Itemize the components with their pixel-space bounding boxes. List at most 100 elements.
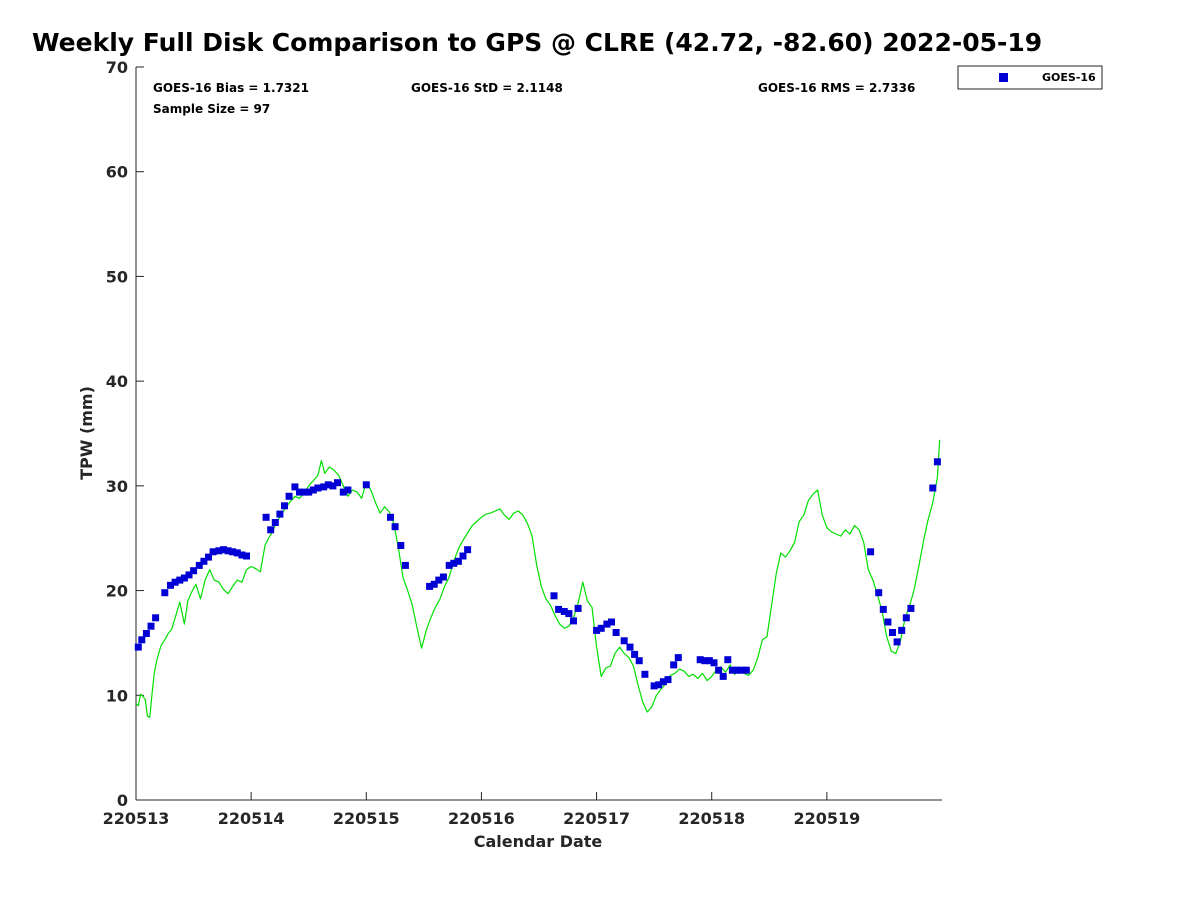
goes-point (401, 561, 409, 569)
goes-point (555, 605, 563, 613)
goes-point (445, 561, 453, 569)
x-ticks: 220513 220514 220515 220516 220517 220518 2205… (103, 792, 860, 828)
goes-point (205, 553, 212, 561)
goes-point (454, 557, 462, 565)
x-tick-label: 220516 (448, 809, 515, 828)
goes-point (276, 510, 284, 518)
chart-title: Weekly Full Disk Comparison to GPS @ CLR… (32, 28, 1043, 57)
y-tick-label: 0 (117, 791, 128, 810)
y-tick-label: 30 (106, 477, 128, 496)
goes-point (728, 666, 736, 674)
goes-point (719, 672, 727, 680)
goes-point (305, 488, 313, 496)
goes-point (902, 614, 910, 622)
goes-point (641, 670, 649, 678)
goes-point (209, 548, 217, 556)
goes-point (696, 656, 704, 664)
goes-point (397, 542, 405, 549)
goes-point (176, 576, 184, 584)
goes-point (387, 513, 394, 521)
goes-point (285, 492, 293, 500)
goes-point (464, 546, 472, 554)
x-tick-label: 220515 (333, 809, 400, 828)
y-tick-label: 50 (106, 267, 128, 286)
x-tick-label: 220518 (678, 809, 745, 828)
goes-point (884, 618, 892, 626)
axes (135, 67, 942, 801)
goes-point (262, 513, 270, 521)
goes-point (233, 549, 241, 557)
goes-point (309, 486, 317, 494)
goes-point (296, 488, 303, 496)
goes-point (200, 557, 208, 565)
goes-point (597, 624, 605, 632)
rms-stat: GOES-16 RMS = 2.7336 (758, 81, 915, 95)
goes-point (271, 519, 279, 526)
goes-point (450, 559, 458, 567)
stats-box: GOES-16 Bias = 1.7321 GOES-16 StD = 2.11… (153, 81, 915, 116)
goes-point (430, 580, 438, 588)
y-tick-label: 10 (106, 686, 128, 705)
goes-point (224, 547, 232, 555)
goes-point (650, 682, 658, 690)
goes-point (344, 486, 352, 494)
goes-point (161, 589, 169, 597)
legend-marker-goes (999, 73, 1008, 82)
goes-point (324, 481, 332, 489)
y-tick-label: 60 (106, 163, 128, 182)
goes-point (439, 573, 447, 581)
gps-line (135, 439, 941, 718)
goes-point (701, 657, 709, 665)
goes-point (898, 626, 906, 634)
goes-point (574, 604, 582, 612)
goes-point (435, 576, 443, 584)
goes-point (620, 637, 628, 645)
goes-point (570, 617, 577, 625)
goes-point (238, 551, 246, 559)
goes-point (705, 657, 713, 665)
goes-point (612, 629, 620, 636)
goes-point (733, 666, 741, 674)
goes-point (291, 483, 299, 491)
goes-point (215, 547, 223, 555)
goes-point (167, 581, 174, 589)
y-tick-label: 70 (106, 58, 128, 77)
goes-point (147, 622, 155, 630)
goes-point (635, 657, 643, 665)
bias-stat: GOES-16 Bias = 1.7321 (153, 81, 309, 95)
goes-point (875, 589, 883, 597)
goes-point (362, 481, 370, 489)
goes-point (243, 552, 250, 560)
goes-point (710, 659, 718, 667)
goes-point (907, 604, 915, 612)
goes-point (674, 654, 682, 662)
goes-point (603, 620, 611, 628)
goes-point (893, 638, 901, 646)
goes-point (715, 666, 723, 674)
goes-series (134, 458, 941, 690)
goes-point (593, 626, 601, 634)
goes-point (300, 488, 308, 496)
x-tick-label: 220514 (218, 809, 285, 828)
y-ticks: 0 10 20 30 40 50 60 70 (106, 58, 144, 810)
goes-point (608, 618, 615, 626)
y-axis-title: TPW (mm) (77, 386, 96, 480)
y-tick-label: 40 (106, 372, 128, 391)
sample-size-stat: Sample Size = 97 (153, 102, 270, 116)
x-tick-label: 220519 (793, 809, 860, 828)
goes-point (550, 592, 558, 600)
goes-point (933, 458, 941, 466)
goes-point (867, 548, 875, 556)
goes-point (664, 676, 672, 684)
goes-point (195, 561, 203, 569)
x-tick-label: 220517 (563, 809, 630, 828)
goes-point (180, 574, 188, 582)
goes-point (339, 488, 347, 496)
goes-point (565, 610, 573, 618)
goes-point (220, 546, 227, 554)
goes-point (459, 552, 467, 560)
goes-point (320, 483, 328, 491)
goes-point (659, 678, 667, 686)
goes-point (738, 666, 746, 674)
